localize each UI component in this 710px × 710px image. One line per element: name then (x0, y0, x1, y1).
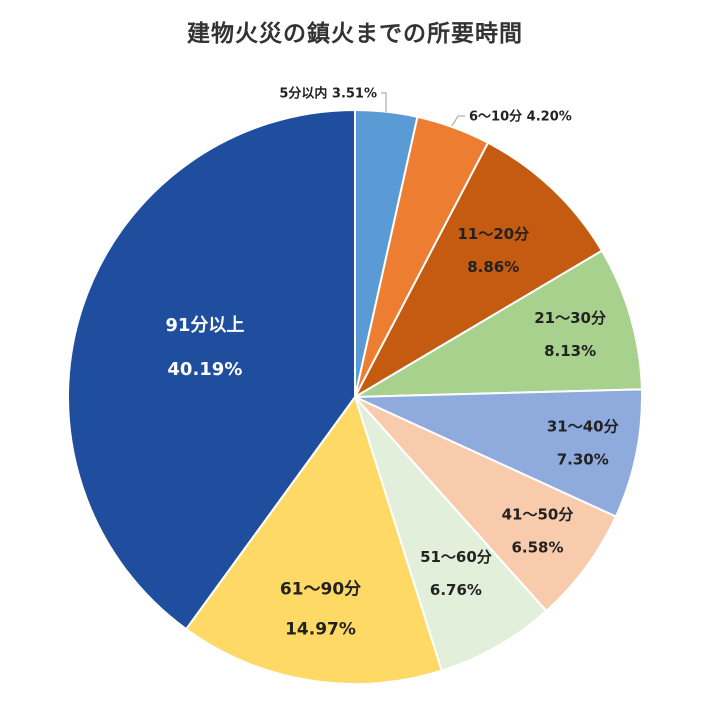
pie-slice (351, 249, 643, 399)
pie-slice (354, 396, 618, 613)
slice-category-label: 31～40分 (547, 418, 619, 436)
leader-lines (381, 92, 465, 127)
slice-category-label: 11～20分 (457, 225, 529, 243)
slice-value-label: 14.97% (285, 619, 356, 639)
slice-value-label: 7.30% (557, 451, 609, 469)
pie-slice (352, 141, 604, 400)
slice-value-label: 6.76% (430, 581, 482, 599)
slice-category-label: 21～30分 (534, 309, 606, 327)
slice-value-label: 8.13% (544, 342, 596, 360)
slice-category-label: 41～50分 (502, 506, 574, 524)
pie-labels: 5分以内 3.51% 6～10分 4.20% 11～20分 8.86% 21～30分 8.… (165, 86, 618, 640)
slice-label: 5分以内 3.51% (279, 86, 377, 102)
slice-value-label: 8.86% (467, 258, 519, 276)
pie-slice (184, 394, 443, 685)
pie-slice (354, 396, 548, 672)
leader-line (451, 115, 465, 127)
slice-value-label: 6.58% (511, 539, 563, 557)
pie-slice (67, 108, 356, 631)
leader-line (381, 92, 387, 112)
chart-title: 建物火災の鎮火までの所要時間 (187, 21, 523, 47)
slice-category-label: 61～90分 (280, 579, 361, 599)
slice-label: 6～10分 4.20% (469, 109, 572, 125)
pie-slice (354, 388, 643, 518)
slice-category-label: 51～60分 (420, 548, 492, 566)
slice-category-label: 91分以上 (165, 315, 244, 336)
pie-slices (67, 108, 643, 685)
slice-value-label: 40.19% (167, 359, 242, 380)
